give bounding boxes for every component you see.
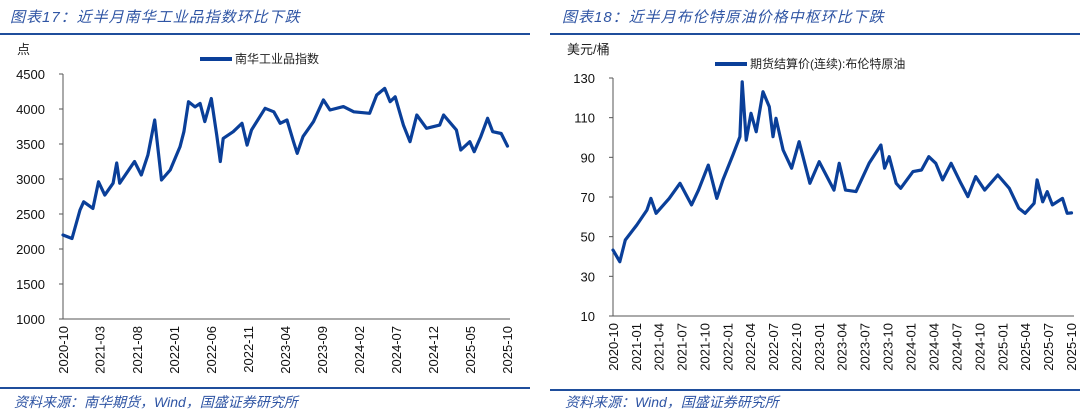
right-chart-title: 图表18：近半月布伦特原油价格中枢环比下跌 (562, 9, 885, 26)
right-title-rule (550, 33, 1080, 35)
left-source-note: 资料来源：南华期货，Wind，国盛证券研究所 (14, 394, 298, 410)
left-footer-rule (0, 387, 530, 389)
left-x-tick-label: 2024-07 (389, 326, 404, 374)
left-x-tick-label: 2022-06 (204, 326, 219, 374)
right-x-tick-label: 2021-04 (652, 323, 667, 371)
left-y-tick-label: 1500 (16, 277, 45, 292)
right-y-unit: 美元/桶 (567, 42, 610, 57)
right-x-tick-label: 2025-10 (1064, 323, 1079, 371)
right-x-tick-label: 2024-07 (949, 323, 964, 371)
right-y-tick-label: 70 (581, 190, 595, 205)
right-x-tick-label: 2022-04 (743, 323, 758, 371)
right-x-tick-label: 2025-04 (1018, 323, 1033, 371)
left-x-tick-label: 2024-12 (426, 326, 441, 374)
right-y-tick-label: 90 (581, 150, 595, 165)
left-x-tick-label: 2023-09 (315, 326, 330, 374)
left-x-tick-label: 2025-05 (463, 326, 478, 374)
right-y-tick-label: 130 (573, 71, 595, 86)
right-y-tick-label: 30 (581, 269, 595, 284)
right-series-line (611, 80, 1074, 264)
right-x-tick-label: 2025-07 (1041, 323, 1056, 371)
right-x-tick-label: 2025-01 (996, 323, 1011, 371)
left-y-tick-label: 2000 (16, 242, 45, 257)
left-y-tick-label: 3000 (16, 172, 45, 187)
right-x-tick-label: 2023-10 (881, 323, 896, 371)
right-x-tick-label: 2024-10 (972, 323, 987, 371)
right-legend: 期货结算价(连续):布伦特原油 (715, 55, 905, 72)
left-x-tick-label: 2021-08 (130, 326, 145, 374)
left-x-tick-label: 2025-10 (500, 326, 515, 374)
left-x-tick-label: 2022-01 (167, 326, 182, 374)
right-x-tick-label: 2024-01 (904, 323, 919, 371)
right-x-tick-label: 2020-10 (606, 323, 621, 371)
left-legend: 南华工业品指数 (200, 50, 319, 67)
left-y-tick-label: 2500 (16, 207, 45, 222)
left-y-tick-label: 4000 (16, 102, 45, 117)
legend-label: 期货结算价(连续):布伦特原油 (750, 57, 906, 71)
right-y-tick-label: 110 (574, 111, 595, 126)
left-y-tick-label: 1000 (16, 312, 45, 327)
right-footer-rule (550, 389, 1080, 391)
left-x-tick-label: 2023-04 (278, 326, 293, 374)
left-x-tick-label: 2020-10 (56, 326, 71, 374)
left-y-tick-label: 4500 (16, 67, 45, 82)
right-x-tick-label: 2021-07 (674, 323, 689, 371)
left-x-tick-label: 2024-02 (352, 326, 367, 374)
right-x-tick-label: 2023-04 (835, 323, 850, 371)
right-x-tick-label: 2024-04 (927, 323, 942, 371)
left-x-tick-label: 2021-03 (93, 326, 108, 374)
legend-swatch (200, 56, 232, 61)
right-y-tick-label: 50 (581, 230, 595, 245)
right-x-tick-label: 2021-01 (629, 323, 644, 371)
right-x-tick-label: 2023-07 (858, 323, 873, 371)
left-x-tick-label: 2022-11 (241, 326, 256, 373)
left-y-tick-label: 3500 (16, 137, 45, 152)
right-source-note: 资料来源：Wind，国盛证券研究所 (565, 394, 779, 410)
left-chart-title: 图表17：近半月南华工业品指数环比下跌 (10, 9, 301, 26)
right-x-tick-label: 2022-07 (766, 323, 781, 371)
left-title-rule (0, 33, 530, 35)
right-x-tick-label: 2021-10 (698, 323, 713, 371)
right-x-tick-label: 2022-10 (789, 323, 804, 371)
right-y-tick-label: 10 (581, 309, 595, 324)
legend-swatch (715, 61, 747, 66)
right-x-tick-label: 2022-01 (721, 323, 736, 371)
left-y-unit: 点 (17, 42, 31, 57)
left-series-line (61, 86, 510, 241)
right-x-tick-label: 2023-01 (812, 323, 827, 371)
legend-label: 南华工业品指数 (235, 52, 320, 66)
